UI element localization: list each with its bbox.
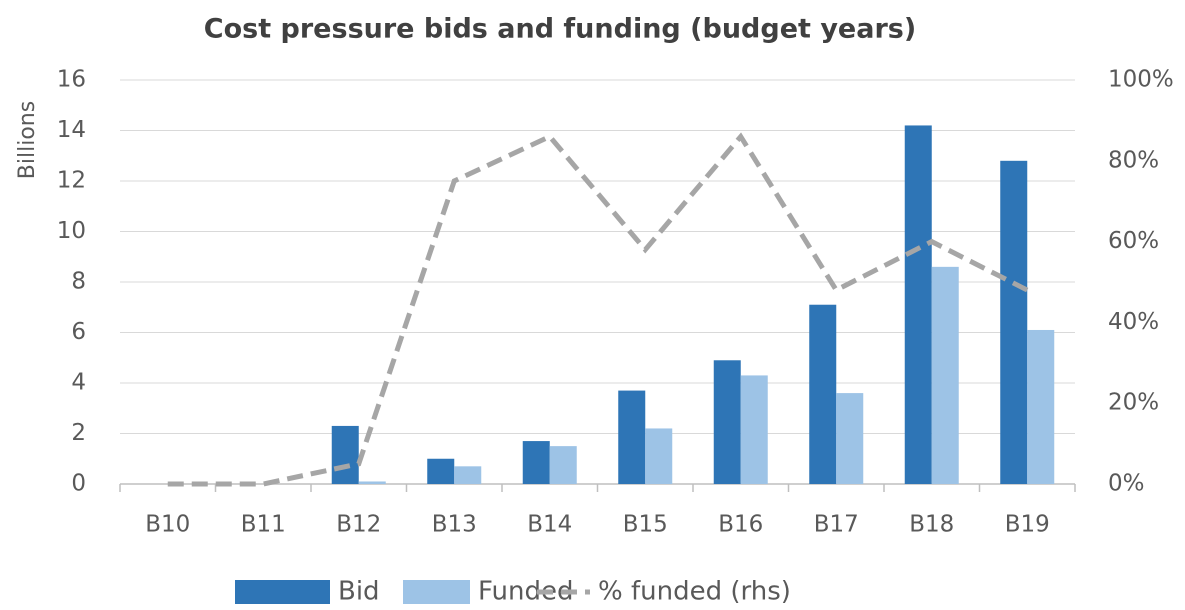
bar xyxy=(1000,160,1028,485)
y-tick-label: 16 xyxy=(57,67,86,93)
x-tick-label: B12 xyxy=(336,512,381,538)
x-tick-label: B19 xyxy=(1005,512,1050,538)
y2-tick-label: 0% xyxy=(1108,471,1145,497)
chart-title: Cost pressure bids and funding (budget y… xyxy=(204,14,916,45)
bar xyxy=(713,360,741,484)
legend-label: Funded xyxy=(478,577,574,607)
y-tick-label: 12 xyxy=(57,168,86,194)
bar xyxy=(740,375,768,484)
x-tick-label: B18 xyxy=(909,512,954,538)
bar xyxy=(645,428,673,484)
y-tick-label: 0 xyxy=(71,471,86,497)
legend-swatch xyxy=(235,580,330,604)
y2-tick-label: 100% xyxy=(1108,67,1174,93)
x-tick-label: B17 xyxy=(814,512,859,538)
legend-label: % funded (rhs) xyxy=(598,577,791,607)
bar xyxy=(1027,329,1055,484)
y-tick-label: 2 xyxy=(71,420,86,446)
bar xyxy=(358,481,386,484)
y-tick-label: 4 xyxy=(71,370,86,396)
x-tick-label: B13 xyxy=(432,512,477,538)
bar xyxy=(931,266,959,484)
y-tick-label: 10 xyxy=(57,218,86,244)
y-tick-label: 8 xyxy=(71,269,86,295)
x-tick-label: B10 xyxy=(145,512,190,538)
bar xyxy=(522,441,550,484)
y-tick-label: 14 xyxy=(57,117,86,143)
bar xyxy=(549,446,577,484)
y-axis-label: Billions xyxy=(15,101,40,179)
x-tick-label: B15 xyxy=(623,512,668,538)
y-tick-label: 6 xyxy=(71,319,86,345)
x-tick-label: B16 xyxy=(718,512,763,538)
bar xyxy=(618,390,646,484)
y2-tick-label: 40% xyxy=(1108,309,1159,335)
x-tick-label: B11 xyxy=(241,512,286,538)
bar xyxy=(904,125,932,484)
x-tick-label: B14 xyxy=(527,512,572,538)
legend-label: Bid xyxy=(338,577,380,607)
y2-tick-label: 20% xyxy=(1108,390,1159,416)
legend-swatch xyxy=(403,580,470,604)
line-series xyxy=(167,132,1029,487)
bar xyxy=(454,466,482,484)
bar xyxy=(427,458,455,484)
y2-tick-label: 80% xyxy=(1108,147,1159,173)
bar xyxy=(836,393,864,484)
y2-tick-label: 60% xyxy=(1108,228,1159,254)
bar xyxy=(809,304,837,484)
bar xyxy=(331,425,359,484)
